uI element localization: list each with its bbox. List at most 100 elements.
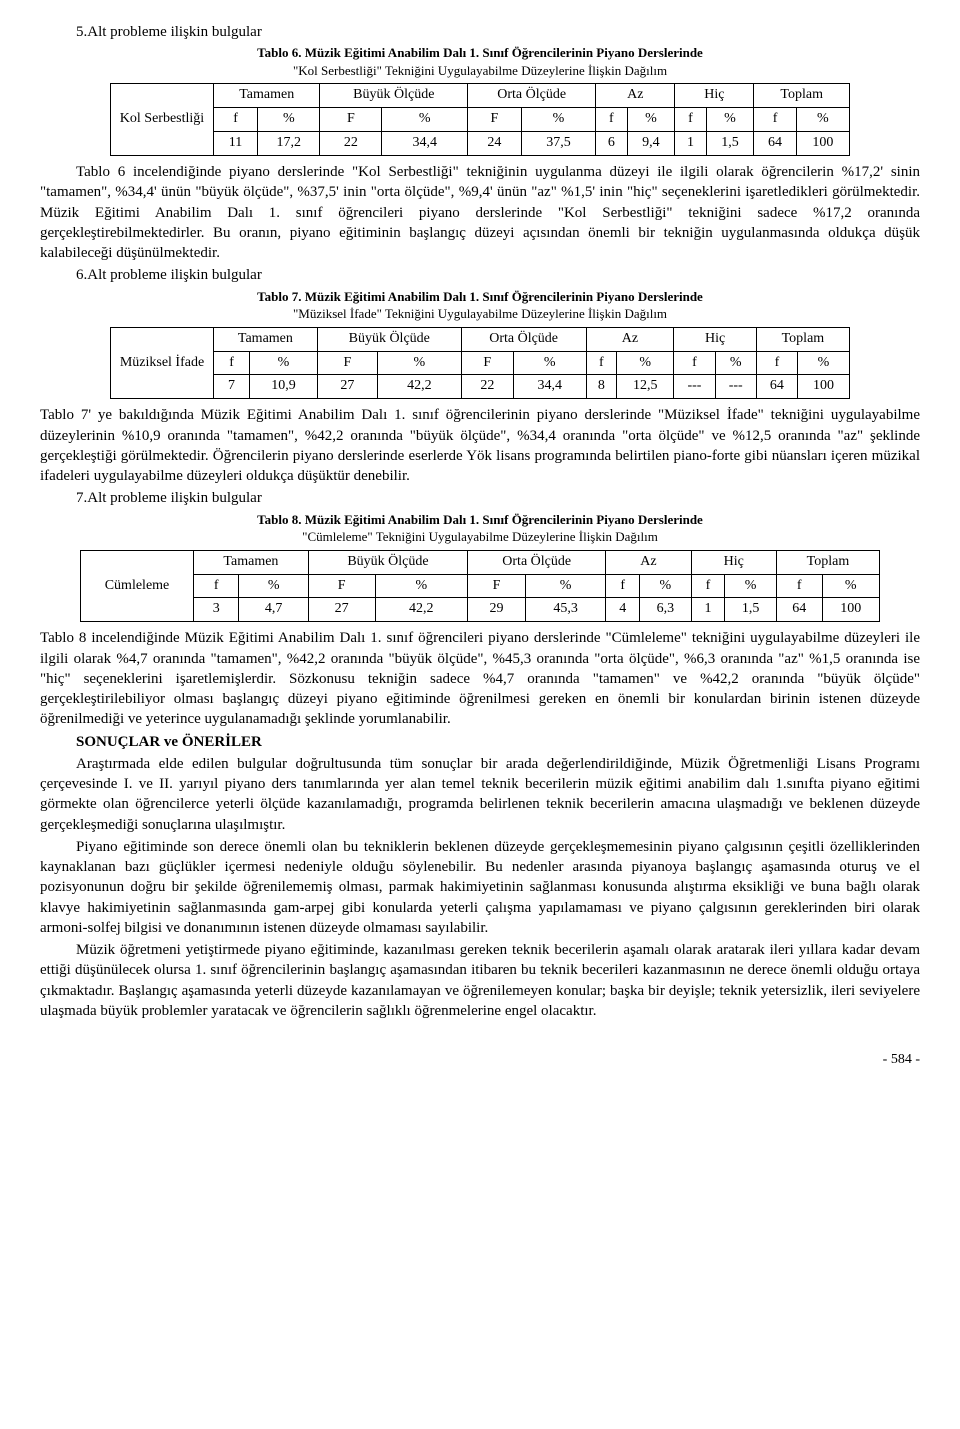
col-orta: Orta Ölçüde: [461, 327, 586, 351]
sub-pct: %: [822, 574, 880, 598]
cell: 4,7: [239, 598, 308, 622]
table-row: f% F% F% f% f% f%: [111, 351, 850, 375]
tablo6-caption-bold: Tablo 6.: [257, 45, 301, 60]
col-hic: Hiç: [691, 550, 776, 574]
col-tamamen: Tamamen: [214, 327, 318, 351]
cell: 1: [691, 598, 725, 622]
sub-f: f: [606, 574, 640, 598]
sub-pct: %: [378, 351, 462, 375]
col-az: Az: [586, 327, 674, 351]
cell: 7: [214, 375, 250, 399]
cell: 45,3: [525, 598, 605, 622]
sub-pct: %: [375, 574, 468, 598]
col-tamamen: Tamamen: [194, 550, 309, 574]
sub-F: F: [320, 108, 382, 132]
sub-pct: %: [239, 574, 308, 598]
para-sonuc-2: Piyano eğitiminde son derece önemli olan…: [40, 837, 920, 938]
sub-pct: %: [513, 351, 586, 375]
cell: 1,5: [725, 598, 777, 622]
para-tablo7: Tablo 7' ye bakıldığında Müzik Eğitimi A…: [40, 405, 920, 486]
section-5-heading: 5.Alt probleme ilişkin bulgular: [40, 22, 920, 42]
sub-pct: %: [640, 574, 692, 598]
tablo8-rowlabel: Cümleleme: [81, 550, 194, 622]
sub-pct: %: [250, 351, 318, 375]
cell: 100: [822, 598, 880, 622]
table-row: f% F% F% f% f% f%: [81, 574, 880, 598]
sub-pct: %: [617, 351, 674, 375]
cell: ---: [674, 375, 715, 399]
cell: 4: [606, 598, 640, 622]
page-number: - 584 -: [40, 1051, 920, 1070]
sub-pct: %: [627, 108, 675, 132]
section-7-heading: 7.Alt probleme ilişkin bulgular: [40, 488, 920, 508]
tablo6-caption: Tablo 6. Müzik Eğitimi Anabilim Dalı 1. …: [40, 44, 920, 62]
cell: 3: [194, 598, 239, 622]
sub-pct: %: [382, 108, 468, 132]
sub-pct: %: [525, 574, 605, 598]
tablo8-subcaption: "Cümleleme" Tekniğini Uygulayabilme Düze…: [40, 528, 920, 546]
tablo6-subcaption: "Kol Serbestliği" Tekniğini Uygulayabilm…: [40, 62, 920, 80]
sub-pct: %: [796, 108, 849, 132]
tablo7-subcaption: "Müziksel İfade" Tekniğini Uygulayabilme…: [40, 305, 920, 323]
sub-F: F: [468, 108, 522, 132]
sub-F: F: [461, 351, 513, 375]
cell: 64: [776, 598, 822, 622]
cell: 27: [317, 375, 377, 399]
cell: 10,9: [250, 375, 318, 399]
col-buyuk: Büyük Ölçüde: [317, 327, 461, 351]
sub-f: f: [691, 574, 725, 598]
table-row: 7 10,9 27 42,2 22 34,4 8 12,5 --- --- 64…: [111, 375, 850, 399]
tablo7: Müziksel İfade Tamamen Büyük Ölçüde Orta…: [110, 327, 850, 400]
cell: 1: [675, 132, 706, 156]
cell: 42,2: [375, 598, 468, 622]
cell: ---: [715, 375, 756, 399]
table-row: Cümleleme Tamamen Büyük Ölçüde Orta Ölçü…: [81, 550, 880, 574]
col-hic: Hiç: [675, 84, 754, 108]
sub-F: F: [468, 574, 526, 598]
sub-pct: %: [725, 574, 777, 598]
col-orta: Orta Ölçüde: [468, 84, 596, 108]
tablo6: Kol Serbestliği Tamamen Büyük Ölçüde Ort…: [110, 83, 850, 156]
cell: 27: [308, 598, 375, 622]
sub-F: F: [308, 574, 375, 598]
col-az: Az: [596, 84, 675, 108]
cell: 34,4: [382, 132, 468, 156]
table-row: Müziksel İfade Tamamen Büyük Ölçüde Orta…: [111, 327, 850, 351]
cell: 100: [796, 132, 849, 156]
sub-pct: %: [521, 108, 596, 132]
sub-F: F: [317, 351, 377, 375]
col-buyuk: Büyük Ölçüde: [308, 550, 467, 574]
sub-f: f: [214, 108, 258, 132]
col-hic: Hiç: [674, 327, 756, 351]
tablo7-caption: Tablo 7. Müzik Eğitimi Anabilim Dalı 1. …: [40, 288, 920, 306]
cell: 6: [596, 132, 627, 156]
cell: 1,5: [706, 132, 754, 156]
sub-pct: %: [798, 351, 850, 375]
table-row: 11 17,2 22 34,4 24 37,5 6 9,4 1 1,5 64 1…: [111, 132, 850, 156]
col-toplam: Toplam: [754, 84, 850, 108]
cell: 11: [214, 132, 258, 156]
tablo8-caption: Tablo 8. Müzik Eğitimi Anabilim Dalı 1. …: [40, 511, 920, 529]
sub-pct: %: [258, 108, 320, 132]
cell: 6,3: [640, 598, 692, 622]
sub-f: f: [586, 351, 617, 375]
sub-f: f: [194, 574, 239, 598]
para-sonuc-3: Müzik öğretmeni yetiştirmede piyano eğit…: [40, 940, 920, 1021]
para-tablo8: Tablo 8 incelendiğinde Müzik Eğitimi Ana…: [40, 628, 920, 729]
tablo7-caption-rest: Müzik Eğitimi Anabilim Dalı 1. Sınıf Öğr…: [302, 289, 703, 304]
tablo7-rowlabel: Müziksel İfade: [111, 327, 214, 399]
sub-f: f: [596, 108, 627, 132]
cell: 100: [798, 375, 850, 399]
cell: 12,5: [617, 375, 674, 399]
cell: 42,2: [378, 375, 462, 399]
sub-pct: %: [715, 351, 756, 375]
tablo8-caption-bold: Tablo 8.: [257, 512, 301, 527]
cell: 22: [461, 375, 513, 399]
sub-f: f: [674, 351, 715, 375]
sub-f: f: [776, 574, 822, 598]
cell: 37,5: [521, 132, 596, 156]
tablo8-caption-rest: Müzik Eğitimi Anabilim Dalı 1. Sınıf Öğr…: [302, 512, 703, 527]
col-az: Az: [606, 550, 691, 574]
table-row: 3 4,7 27 42,2 29 45,3 4 6,3 1 1,5 64 100: [81, 598, 880, 622]
sub-f: f: [675, 108, 706, 132]
